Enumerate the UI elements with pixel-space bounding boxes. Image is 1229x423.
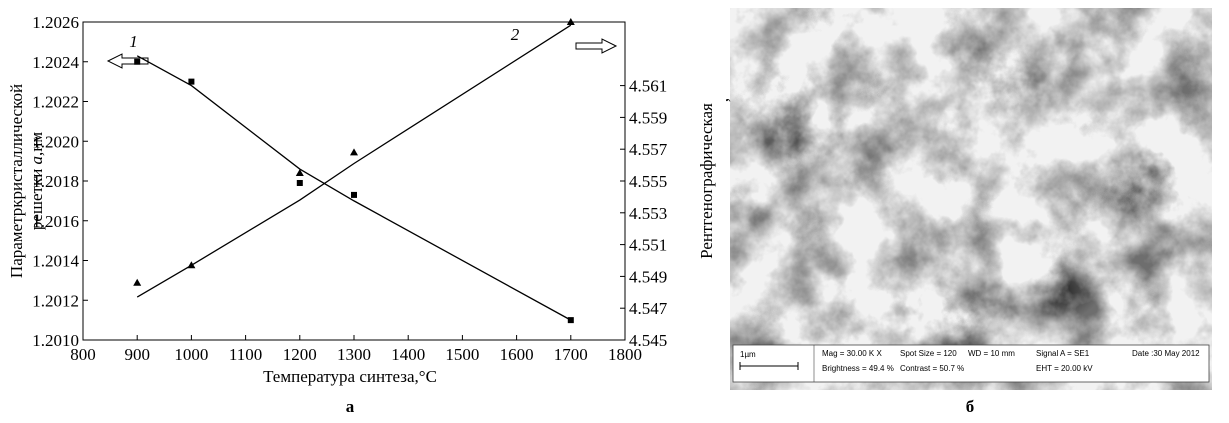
fit-line: [136, 24, 572, 298]
y2-tick-label: 4.553: [629, 204, 667, 223]
axis-arrow: [106, 53, 149, 69]
y2-tick-label: 4.551: [629, 236, 667, 255]
y2-tick-label: 4.547: [629, 299, 668, 318]
y2-tick-label: 4.549: [629, 267, 667, 286]
series-label: 2: [511, 25, 520, 44]
point: [296, 179, 303, 186]
y2-tick-label: 4.561: [629, 77, 667, 96]
y2-tick-label: 4.559: [629, 108, 667, 127]
info-text: Contrast = 50.7 %: [900, 364, 964, 373]
y-tick-label: 1.2018: [32, 172, 79, 191]
y2-axis-label: ,: [713, 98, 732, 102]
x-tick-label: 1800: [608, 345, 642, 364]
point: [566, 18, 575, 25]
y2-tick-label: 4.555: [629, 172, 667, 191]
panel-label: б: [966, 397, 975, 416]
fit-line: [136, 55, 572, 321]
x-tick-label: 800: [70, 345, 96, 364]
x-tick-label: 1300: [337, 345, 371, 364]
y-tick-label: 1.2012: [32, 291, 79, 310]
x-tick-label: 1700: [554, 345, 588, 364]
series-label: 1: [129, 32, 138, 51]
info-text: EHT = 20.00 kV: [1036, 364, 1093, 373]
info-text: WD = 10 mm: [968, 349, 1015, 358]
point: [295, 169, 304, 177]
point: [350, 148, 358, 156]
x-tick-label: 1200: [283, 345, 317, 364]
x-tick-label: 900: [124, 345, 150, 364]
point: [188, 78, 195, 85]
x-tick-label: 1600: [500, 345, 534, 364]
y2-tick-label: 4.557: [629, 140, 668, 159]
scale-label: 1µm: [740, 350, 756, 359]
info-text: Spot Size = 120: [900, 349, 957, 358]
y-tick-label: 1.2026: [32, 13, 79, 32]
y-axis-label: решетки a,нм: [27, 132, 46, 231]
x-tick-label: 1100: [229, 345, 262, 364]
x-tick-label: 1000: [174, 345, 208, 364]
info-text: Signal A = SE1: [1036, 349, 1090, 358]
x-tick-label: 1500: [445, 345, 479, 364]
info-text: Brightness = 49.4 %: [822, 364, 894, 373]
info-text: Mag = 30.00 K X: [822, 349, 882, 358]
y-tick-label: 1.2024: [32, 53, 79, 72]
point: [567, 317, 574, 324]
y-axis-label: Параметркристаллической: [7, 84, 26, 278]
sem-image: 1µm Mag = 30.00 K X Spot Size = 120 WD =…: [730, 8, 1212, 390]
point: [351, 191, 357, 198]
info-text: Date :30 May 2012: [1132, 349, 1200, 358]
y-tick-label: 1.2014: [32, 252, 79, 271]
point: [187, 261, 196, 269]
panel-label: а: [346, 397, 355, 416]
plot-frame: [82, 21, 626, 341]
y-tick-label: 1.2010: [32, 331, 79, 350]
y2-tick-label: 4.545: [629, 331, 667, 350]
point: [133, 278, 142, 286]
axis-arrow: [575, 38, 618, 54]
y2-axis-label: Рентгенографическая: [697, 103, 716, 259]
x-tick-label: 1400: [391, 345, 425, 364]
y-tick-label: 1.2022: [32, 93, 79, 112]
point: [134, 58, 141, 65]
x-axis-label: Температура синтеза,°С: [263, 367, 437, 386]
y-tick-label: 1.2016: [32, 212, 79, 231]
y-tick-label: 1.2020: [32, 132, 79, 151]
